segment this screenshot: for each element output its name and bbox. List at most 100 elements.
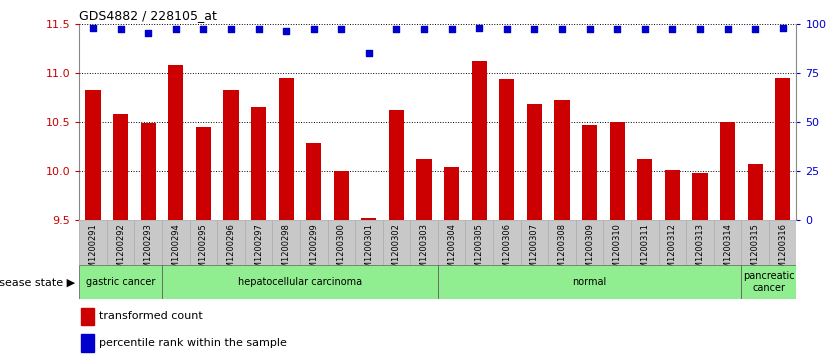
Text: GSM1200302: GSM1200302 (392, 223, 401, 279)
Bar (306, 143, 321, 220)
Point (528, 26, 541, 32)
Text: gastric cancer: gastric cancer (86, 277, 155, 287)
Text: GSM1200313: GSM1200313 (696, 223, 705, 279)
Point (445, 26, 459, 32)
Point (666, 26, 679, 32)
Point (500, 26, 514, 32)
Bar (472, 61, 487, 220)
Bar (631, 220, 659, 265)
Bar (355, 220, 383, 265)
Point (279, 29, 293, 34)
Point (114, 26, 128, 32)
Bar (769, 220, 796, 265)
Point (610, 26, 624, 32)
Bar (465, 220, 493, 265)
Text: GSM1200299: GSM1200299 (309, 223, 319, 278)
Text: GSM1200304: GSM1200304 (447, 223, 456, 279)
Text: GDS4882 / 228105_at: GDS4882 / 228105_at (79, 9, 217, 23)
Text: GSM1200310: GSM1200310 (613, 223, 621, 279)
Bar (692, 172, 707, 220)
Bar (775, 78, 791, 220)
Text: GSM1200307: GSM1200307 (530, 223, 539, 279)
Bar (741, 220, 769, 265)
Bar (79, 220, 107, 265)
Bar (279, 78, 294, 220)
Text: transformed count: transformed count (99, 311, 203, 321)
Text: GSM1200306: GSM1200306 (502, 223, 511, 279)
Bar (527, 104, 542, 220)
Point (417, 26, 430, 32)
Point (252, 26, 265, 32)
Bar (107, 220, 134, 265)
Bar (328, 220, 355, 265)
Text: GSM1200311: GSM1200311 (641, 223, 649, 279)
Bar (416, 159, 432, 220)
Bar (665, 170, 680, 220)
Bar (438, 220, 465, 265)
Point (224, 26, 238, 32)
Bar (659, 220, 686, 265)
Bar (686, 220, 714, 265)
Text: GSM1200316: GSM1200316 (778, 223, 787, 279)
Bar (555, 100, 570, 220)
Bar (244, 220, 273, 265)
Bar (300, 220, 328, 265)
Bar (741, 265, 796, 299)
Point (638, 26, 651, 32)
Bar (610, 122, 625, 220)
Point (748, 26, 761, 32)
Bar (113, 114, 128, 220)
Text: GSM1200296: GSM1200296 (227, 223, 235, 279)
Bar (81, 307, 93, 325)
Bar (410, 220, 438, 265)
Point (197, 26, 210, 32)
Bar (603, 220, 631, 265)
Text: GSM1200291: GSM1200291 (88, 223, 98, 278)
Text: GSM1200315: GSM1200315 (751, 223, 760, 279)
Bar (189, 220, 217, 265)
Bar (224, 90, 239, 220)
Bar (493, 220, 520, 265)
Text: normal: normal (572, 277, 606, 287)
Point (362, 50, 375, 56)
Bar (714, 220, 741, 265)
Text: disease state ▶: disease state ▶ (0, 277, 75, 287)
Bar (85, 90, 101, 220)
Text: GSM1200298: GSM1200298 (282, 223, 290, 279)
Text: GSM1200297: GSM1200297 (254, 223, 263, 279)
Bar (134, 220, 162, 265)
Text: pancreatic
cancer: pancreatic cancer (743, 272, 795, 293)
Text: hepatocellular carcinoma: hepatocellular carcinoma (238, 277, 362, 287)
Text: GSM1200301: GSM1200301 (364, 223, 374, 279)
Bar (251, 107, 266, 220)
Point (473, 25, 486, 30)
Text: GSM1200314: GSM1200314 (723, 223, 732, 279)
Text: GSM1200300: GSM1200300 (337, 223, 346, 279)
Point (307, 26, 320, 32)
Bar (582, 125, 597, 220)
Text: GSM1200308: GSM1200308 (557, 223, 566, 279)
Bar (520, 220, 548, 265)
Bar (637, 159, 652, 220)
Point (721, 26, 734, 32)
Bar (444, 167, 460, 220)
Bar (383, 220, 410, 265)
Bar (334, 171, 349, 220)
Bar (747, 164, 762, 220)
Bar (273, 220, 300, 265)
Point (87, 25, 100, 30)
Text: GSM1200303: GSM1200303 (420, 223, 429, 279)
Bar (141, 123, 156, 220)
Bar (81, 334, 93, 352)
Bar (79, 265, 162, 299)
Bar (548, 220, 575, 265)
Bar (500, 79, 515, 220)
Bar (196, 127, 211, 220)
Bar (162, 220, 189, 265)
Point (142, 30, 155, 36)
Text: GSM1200305: GSM1200305 (475, 223, 484, 279)
Point (389, 26, 403, 32)
Text: GSM1200293: GSM1200293 (143, 223, 153, 279)
Bar (720, 122, 735, 220)
Point (776, 25, 789, 30)
